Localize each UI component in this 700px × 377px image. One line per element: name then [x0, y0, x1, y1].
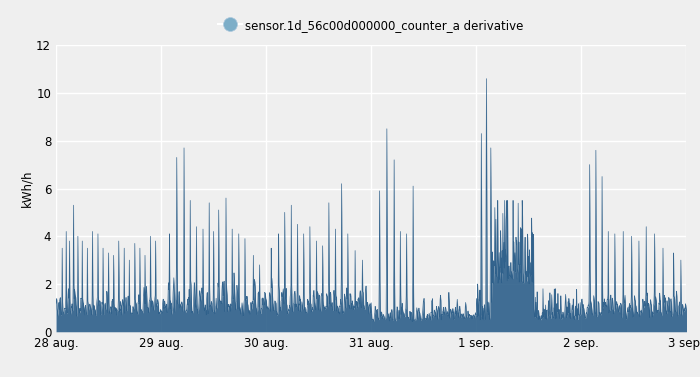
- Legend: sensor.1d_56c00d000000_counter_a derivative: sensor.1d_56c00d000000_counter_a derivat…: [214, 14, 528, 36]
- Y-axis label: kWh/h: kWh/h: [20, 170, 34, 207]
